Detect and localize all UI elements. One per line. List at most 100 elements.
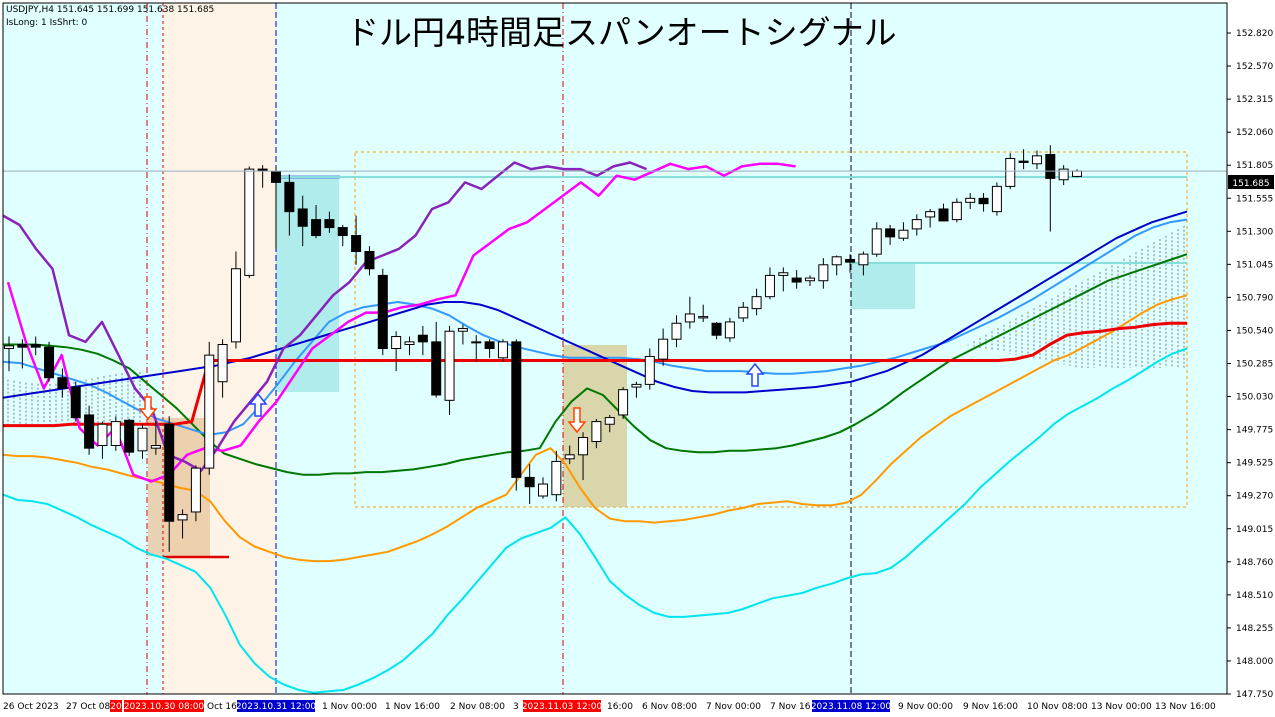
candle-body	[925, 211, 936, 218]
x-tick-label: 7 Nov 16	[770, 702, 811, 712]
x-tick-label: 26 Oct 2023	[3, 702, 59, 712]
candle	[698, 304, 709, 322]
candle-body	[97, 423, 108, 447]
candle	[938, 203, 949, 222]
candle-body	[190, 467, 201, 513]
candle	[257, 165, 268, 188]
candle-body	[658, 338, 669, 360]
y-tick-label: 152.315	[1236, 95, 1273, 105]
candle-body	[137, 427, 148, 452]
candle	[137, 424, 148, 459]
candle	[951, 198, 962, 223]
candles	[4, 145, 1082, 552]
candle	[204, 341, 215, 475]
y-tick-label: 150.540	[1236, 326, 1273, 336]
candle	[110, 416, 121, 451]
candle	[377, 268, 388, 356]
candle	[858, 251, 869, 276]
indicator-series	[2, 161, 1188, 694]
x-tick-label: 13 Nov 00:00	[1091, 702, 1152, 712]
time-axis[interactable]: 26 Oct 2023 27 Oct 08 Oct 16 1 Nov 00:00 1 N…	[3, 700, 1216, 712]
candle-body	[230, 268, 241, 343]
buy-arrow-2	[745, 362, 765, 387]
candle-body	[377, 274, 388, 349]
candle	[885, 224, 896, 245]
candle	[444, 325, 455, 415]
date-marker-bg	[110, 700, 122, 712]
candle-body	[431, 341, 442, 396]
series-line-3	[2, 218, 1188, 436]
y-tick-label: 148.760	[1236, 558, 1273, 568]
candle-body	[751, 296, 762, 310]
candle	[190, 465, 201, 522]
candle-body	[204, 354, 215, 469]
candle-body	[1058, 168, 1069, 181]
candle-body	[217, 344, 228, 383]
candle-body	[457, 328, 468, 332]
x-tick-label: 3	[513, 702, 519, 712]
candle-body	[978, 197, 989, 205]
candle	[805, 275, 815, 287]
candle-body	[1018, 160, 1029, 163]
price-axis[interactable]: 152.820 152.570 152.315 152.060 151.805 151.5…	[1227, 29, 1273, 700]
candle-body	[951, 201, 962, 221]
candle-body	[618, 389, 629, 416]
date-marker-bg	[523, 700, 601, 712]
candle	[324, 211, 335, 233]
candle-body	[284, 181, 295, 213]
candle	[671, 315, 682, 348]
symbol-info: USDJPY,H4 151.645 151.699 151.638 151.68…	[6, 5, 215, 15]
candle	[684, 296, 695, 329]
candle-body	[551, 460, 562, 496]
candle-body	[444, 330, 455, 401]
candle	[431, 321, 442, 398]
candle	[1031, 150, 1042, 170]
x-tick-label: 16:00	[607, 702, 633, 712]
candle	[778, 267, 789, 292]
y-tick-label: 147.750	[1236, 690, 1273, 700]
candle-body	[845, 258, 856, 263]
candle-body	[484, 341, 495, 350]
date-marker-label: 2023.10.31 12:00	[236, 702, 317, 712]
candle	[845, 254, 856, 273]
candle	[751, 288, 762, 316]
candle	[564, 445, 575, 465]
candle-body	[724, 321, 735, 339]
candle-body	[497, 341, 508, 359]
sell-arrow-2	[567, 407, 587, 434]
x-tick-label: 2 Nov 08:00	[450, 702, 505, 712]
y-tick-label: 151.805	[1236, 161, 1273, 171]
candle	[1058, 165, 1069, 186]
chart-title: ドル円4時間足スパンオートシグナル	[346, 13, 897, 52]
candle	[4, 336, 14, 372]
candle	[164, 416, 175, 552]
date-marker-label: 2023.11.08 12:00	[811, 702, 892, 712]
candle	[711, 321, 722, 340]
candle-body	[885, 228, 896, 238]
candle	[724, 317, 735, 342]
candle-body	[110, 421, 121, 447]
x-tick-label: 9 Nov 16:00	[963, 702, 1018, 712]
candle-body	[150, 445, 161, 449]
candle-body	[417, 334, 428, 343]
y-tick-label: 151.555	[1236, 194, 1273, 204]
x-tick-label: 7 Nov 00:00	[706, 702, 761, 712]
candle	[30, 336, 41, 356]
candle	[497, 339, 508, 362]
candle-body	[965, 197, 976, 203]
candle	[457, 324, 468, 345]
date-marker-bg	[124, 700, 204, 712]
candle-body	[84, 414, 95, 449]
candle-body	[564, 454, 575, 460]
candle	[271, 166, 281, 249]
candle-body	[124, 419, 135, 453]
sell-arrow-1	[138, 396, 158, 421]
y-tick-label: 148.000	[1236, 657, 1273, 667]
series-line-7	[2, 161, 647, 473]
candle-body	[644, 355, 655, 385]
candle	[658, 328, 669, 366]
candle	[70, 381, 81, 422]
candle-body	[337, 227, 348, 237]
candle	[1018, 149, 1029, 170]
